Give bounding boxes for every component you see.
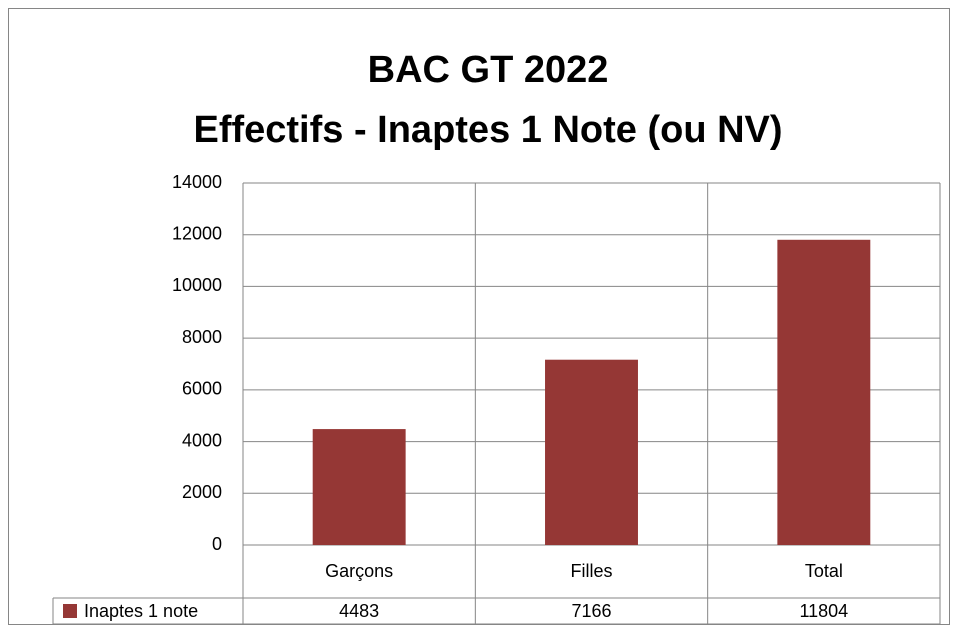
- legend-swatch: [63, 604, 77, 618]
- y-tick-label: 6000: [182, 379, 222, 399]
- table-value: 11804: [799, 601, 848, 621]
- x-tick-label: Filles: [570, 561, 612, 581]
- y-tick-label: 0: [212, 534, 222, 554]
- y-tick-label: 10000: [172, 275, 222, 295]
- chart-title: BAC GT 2022: [368, 49, 609, 91]
- y-tick-label: 2000: [182, 482, 222, 502]
- legend-label: Inaptes 1 note: [84, 601, 198, 621]
- y-tick-label: 4000: [182, 430, 222, 450]
- x-tick-label: Total: [805, 561, 843, 581]
- table-value: 4483: [339, 601, 379, 621]
- chart-subtitle: Effectifs - Inaptes 1 Note (ou NV): [193, 109, 782, 151]
- x-tick-label: Garçons: [325, 561, 393, 581]
- bar: [777, 239, 871, 545]
- bar: [312, 429, 406, 545]
- y-tick-label: 8000: [182, 327, 222, 347]
- y-tick-label: 14000: [172, 172, 222, 192]
- bar: [545, 359, 638, 545]
- table-value: 7166: [571, 601, 611, 621]
- y-tick-label: 12000: [172, 223, 222, 243]
